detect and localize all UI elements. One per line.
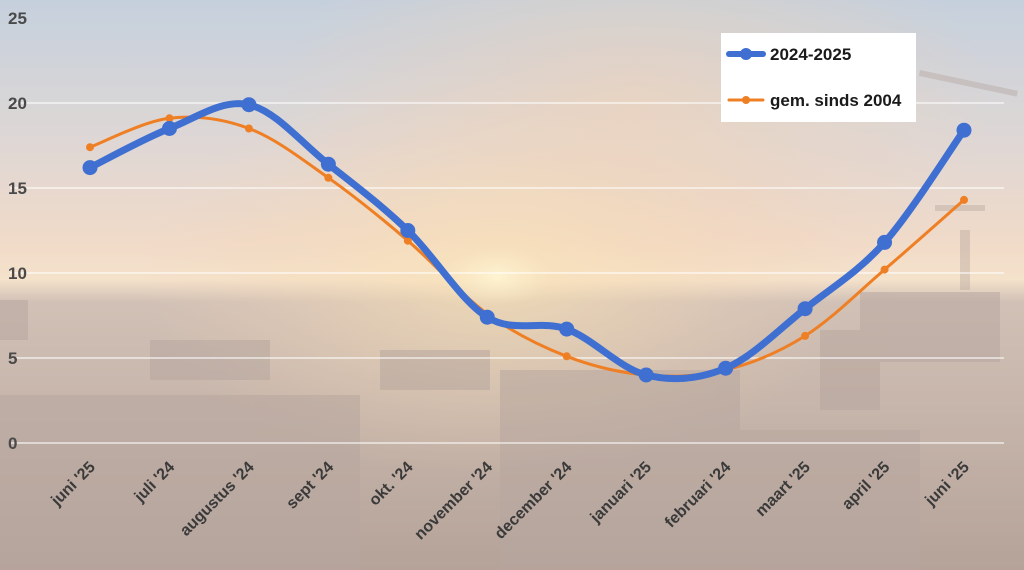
data-point-gem-sinds-2004 <box>880 265 889 274</box>
y-tick-label: 25 <box>8 9 27 28</box>
legend-label-2024-2025: 2024-2025 <box>770 45 851 64</box>
data-point-gem-sinds-2004 <box>165 114 174 123</box>
data-point-2024-2025 <box>479 309 495 325</box>
y-axis: 0 5 10 15 20 25 <box>8 9 27 453</box>
legend-box <box>721 33 916 122</box>
data-point-2024-2025 <box>400 223 416 238</box>
y-tick-label: 5 <box>8 349 17 368</box>
data-point-2024-2025 <box>82 160 98 176</box>
series-layer <box>82 97 972 383</box>
y-tick-label: 0 <box>8 434 17 453</box>
y-tick-label: 15 <box>8 179 27 198</box>
data-point-2024-2025 <box>320 156 336 172</box>
data-point-gem-sinds-2004 <box>960 195 968 204</box>
gridlines <box>10 102 1004 444</box>
data-point-2024-2025 <box>161 121 177 136</box>
legend-label-gem-sinds-2004: gem. sinds 2004 <box>770 91 902 110</box>
data-point-2024-2025 <box>241 97 257 113</box>
data-point-2024-2025 <box>638 367 654 383</box>
data-point-gem-sinds-2004 <box>801 331 810 340</box>
y-tick-label: 10 <box>8 264 27 283</box>
data-point-2024-2025 <box>718 360 734 376</box>
legend-marker-gem-sinds-2004 <box>742 96 750 104</box>
data-point-2024-2025 <box>956 122 972 138</box>
data-point-2024-2025 <box>797 301 813 317</box>
series-line-gem-sinds-2004 <box>88 115 966 378</box>
legend: 2024-2025 gem. sinds 2004 <box>721 33 916 122</box>
data-point-2024-2025 <box>559 321 575 337</box>
data-point-gem-sinds-2004 <box>244 124 253 133</box>
data-point-gem-sinds-2004 <box>324 173 333 182</box>
legend-marker-2024-2025 <box>740 48 752 60</box>
y-tick-label: 20 <box>8 94 27 113</box>
data-point-2024-2025 <box>877 234 893 250</box>
data-point-gem-sinds-2004 <box>86 143 94 152</box>
data-point-gem-sinds-2004 <box>562 352 571 361</box>
data-point-gem-sinds-2004 <box>403 236 412 245</box>
